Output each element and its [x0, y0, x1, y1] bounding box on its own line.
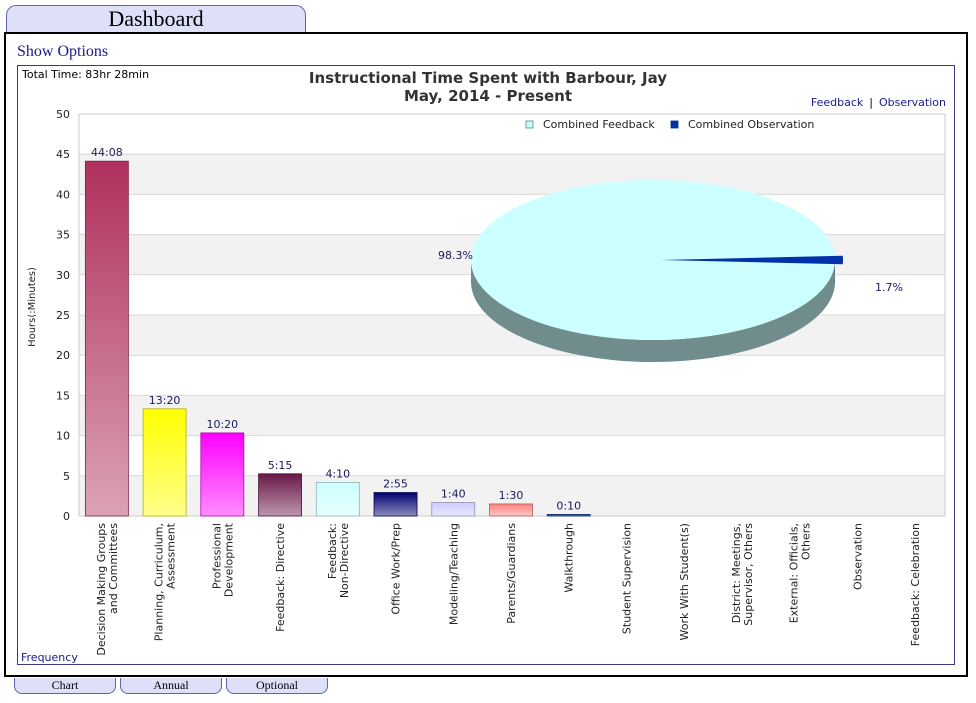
pie-slice-side [471, 260, 835, 363]
chart-tab[interactable]: Chart [14, 678, 116, 694]
y-tick-label: 25 [56, 309, 70, 322]
bar[interactable] [489, 503, 533, 517]
x-tick-label: Observation [851, 523, 864, 590]
bar-value-label: 4:10 [325, 467, 350, 480]
x-tick-label: Office Work/Prep [390, 523, 403, 615]
y-tick-label: 30 [56, 269, 70, 282]
x-tick-label: and Committees [107, 523, 120, 614]
y-tick-label: 40 [56, 188, 70, 201]
x-tick-label: Assessment [165, 522, 178, 589]
chart-subtitle: May, 2014 - Present [403, 87, 573, 105]
legend-label: Combined Observation [688, 118, 814, 131]
annual-tab[interactable]: Annual [120, 678, 222, 694]
grid-band [79, 114, 945, 155]
bar[interactable] [84, 160, 129, 517]
pie-label: 98.3% [438, 249, 473, 262]
y-tick-label: 20 [56, 349, 70, 362]
bar[interactable] [373, 492, 418, 517]
x-tick-label: Non-Directive [338, 523, 351, 598]
y-tick-label: 45 [56, 148, 70, 161]
y-axis-label: Hours(:Minutes) [27, 267, 38, 347]
pie-legend: Combined Feedback Combined Observation [525, 118, 814, 131]
link-separator: | [869, 96, 874, 109]
x-tick-label: Student Supervision [620, 523, 633, 634]
chart-links: Feedback | Observation [811, 96, 946, 109]
x-tick-label: Feedback: Directive [274, 523, 287, 632]
bar-layer: 44:08 13:20 10:20 5:15 4:10 2:55 1:40 1:30 0:10 [84, 146, 591, 517]
y-tick-label: 15 [56, 389, 70, 402]
pie-label: 1.7% [875, 281, 903, 294]
dashboard-tab[interactable]: Dashboard [6, 5, 306, 33]
bar[interactable] [315, 482, 360, 517]
feedback-link[interactable]: Feedback [810, 96, 864, 109]
legend-label: Combined Feedback [543, 118, 655, 131]
grid-band [79, 154, 945, 195]
observation-link[interactable]: Observation [879, 96, 946, 109]
legend-swatch [525, 120, 534, 129]
bar[interactable] [546, 514, 591, 517]
grid-band [79, 395, 945, 436]
bar-value-label: 5:15 [268, 459, 293, 472]
x-tick-label: Supervisor, Others [742, 523, 755, 626]
bar-value-label: 44:08 [91, 146, 123, 159]
legend-swatch [670, 120, 679, 129]
bar-value-label: 1:30 [499, 489, 524, 502]
pie-chart: 98.3% 1.7% [438, 180, 903, 363]
x-tick-label: Professional [210, 523, 223, 589]
bar-value-label: 2:55 [383, 478, 408, 491]
y-tick-label: 35 [56, 229, 70, 242]
bar[interactable] [142, 408, 187, 517]
pie-slice[interactable] [661, 255, 843, 265]
bar-value-label: 1:40 [441, 488, 466, 501]
optional-tab[interactable]: Optional [226, 678, 328, 694]
axis-layer: 0 5 10 15 20 25 30 35 40 45 50 Hours(:Minutes) Decis… [27, 108, 922, 656]
bar[interactable] [258, 473, 302, 517]
x-tick-label: Decision Making Groups [95, 523, 108, 656]
bar[interactable] [431, 502, 476, 517]
frequency-link[interactable]: Frequency [21, 651, 78, 664]
chart-container [17, 65, 955, 665]
bar-value-label: 10:20 [206, 418, 238, 431]
y-tick-label: 5 [63, 470, 70, 483]
bar[interactable] [200, 432, 245, 517]
bar-value-label: 0:10 [556, 500, 581, 513]
show-options-link[interactable]: Show Options [17, 43, 109, 60]
bar-value-label: 13:20 [149, 394, 181, 407]
x-tick-label: Planning, Curriculum, [153, 523, 166, 641]
chart-title: Instructional Time Spent with Barbour, J… [308, 69, 668, 87]
pie-slice[interactable] [471, 180, 835, 340]
x-tick-label: Modeling/Teaching [447, 523, 460, 625]
grid-band [79, 355, 945, 396]
y-tick-label: 0 [63, 510, 70, 523]
x-tick-label: Development [222, 522, 235, 597]
x-tick-label: Parents/Guardians [505, 523, 518, 624]
y-tick-label: 10 [56, 430, 70, 443]
x-tick-label: External: Officials, [788, 523, 801, 623]
y-tick-label: 50 [56, 108, 70, 121]
x-tick-label: District: Meetings, [730, 523, 743, 623]
x-tick-label: Others [800, 523, 813, 560]
total-time-label: Total Time: 83hr 28min [22, 68, 150, 81]
x-tick-label: Feedback: [326, 523, 339, 579]
x-tick-label: Work With Student(s) [678, 523, 691, 640]
x-tick-label: Walkthrough [563, 523, 576, 593]
x-tick-label: Feedback: Celebration [909, 523, 922, 646]
